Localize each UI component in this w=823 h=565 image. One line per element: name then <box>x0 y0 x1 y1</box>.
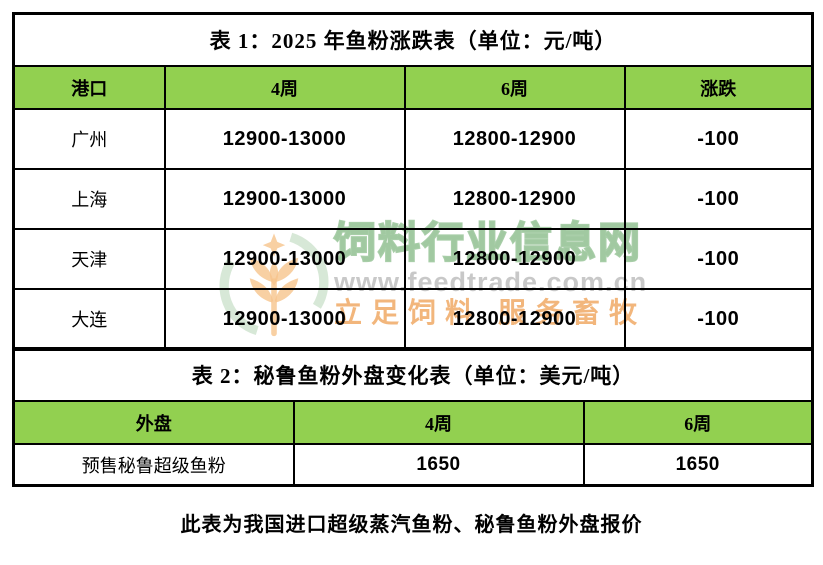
week4-price: 12900-13000 <box>163 108 406 170</box>
table1-title: 表 1：2025 年鱼粉涨跌表（单位：元/吨） <box>12 12 814 67</box>
week4-price: 12900-13000 <box>163 228 406 290</box>
port-name: 大连 <box>12 288 166 351</box>
table1-header-change: 涨跌 <box>623 65 814 110</box>
report-caption: 此表为我国进口超级蒸汽鱼粉、秘鲁鱼粉外盘报价 <box>180 514 643 536</box>
table1-row-shanghai: 上海 12900-13000 12800-12900 -100 <box>12 168 814 230</box>
table2-header-row: 外盘 4周 6周 <box>12 400 814 445</box>
week6-price: 12800-12900 <box>403 108 626 170</box>
table2-title-row: 表 2：秘鲁鱼粉外盘变化表（单位：美元/吨） <box>12 347 814 402</box>
week4-price: 1650 <box>292 443 585 487</box>
table2-title: 表 2：秘鲁鱼粉外盘变化表（单位：美元/吨） <box>12 347 814 402</box>
port-name: 上海 <box>12 168 166 230</box>
week6-price: 12800-12900 <box>403 288 626 351</box>
price-change: -100 <box>623 288 814 351</box>
week6-price: 12800-12900 <box>403 228 626 290</box>
table1-title-row: 表 1：2025 年鱼粉涨跌表（单位：元/吨） <box>12 12 814 67</box>
week6-price: 1650 <box>582 443 814 487</box>
table1-header-week4: 4周 <box>163 65 406 110</box>
port-name: 天津 <box>12 228 166 290</box>
price-change: -100 <box>623 168 814 230</box>
product-name: 预售秘鲁超级鱼粉 <box>12 443 295 487</box>
table1-row-tianjin: 天津 12900-13000 12800-12900 -100 <box>12 228 814 290</box>
table1-row-guangzhou: 广州 12900-13000 12800-12900 -100 <box>12 108 814 170</box>
week4-price: 12900-13000 <box>163 168 406 230</box>
price-change: -100 <box>623 228 814 290</box>
table1-header-port: 港口 <box>12 65 166 110</box>
port-name: 广州 <box>12 108 166 170</box>
table1-fishmeal-price-table: 表 1：2025 年鱼粉涨跌表（单位：元/吨） 港口 4周 6周 涨跌 广州 1… <box>12 12 815 351</box>
table2-peru-foreign-market-table: 表 2：秘鲁鱼粉外盘变化表（单位：美元/吨） 外盘 4周 6周 预售秘鲁超级鱼粉… <box>12 347 814 487</box>
table2-header-week4: 4周 <box>292 400 585 445</box>
table1-header-row: 港口 4周 6周 涨跌 <box>12 65 814 110</box>
week6-price: 12800-12900 <box>403 168 626 230</box>
table1-row-dalian: 大连 12900-13000 12800-12900 -100 <box>12 288 814 351</box>
table2-header-market: 外盘 <box>12 400 295 445</box>
table2-row-peru-super: 预售秘鲁超级鱼粉 1650 1650 <box>12 443 814 487</box>
price-change: -100 <box>623 108 814 170</box>
table1-header-week6: 6周 <box>403 65 626 110</box>
week4-price: 12900-13000 <box>163 288 406 351</box>
table2-header-week6: 6周 <box>582 400 814 445</box>
